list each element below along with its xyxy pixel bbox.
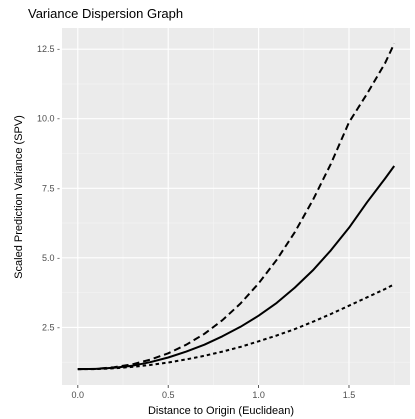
- y-tick-label: 10.0 -: [37, 114, 60, 124]
- y-axis-ticks: 2.5 - 5.0 - 7.5 - 10.0 - 12.5 -: [37, 44, 60, 332]
- series-layer: [77, 43, 396, 371]
- series-line-dashed: [77, 43, 396, 371]
- y-tick-label: 7.5 -: [42, 183, 60, 193]
- y-tick-label: 2.5 -: [42, 322, 60, 332]
- x-axis-label: Distance to Origin (Euclidean): [148, 405, 294, 417]
- x-tick-label: 1.5: [343, 390, 356, 400]
- x-axis-ticks: 0.0 0.5 1.0 1.5: [72, 385, 356, 400]
- series-line-solid: [77, 165, 396, 371]
- major-grid: [62, 28, 410, 385]
- chart-title: Variance Dispersion Graph: [28, 6, 183, 21]
- series-line-dotted: [77, 283, 395, 371]
- y-axis-label: Scaled Prediction Variance (SPV): [13, 115, 25, 279]
- x-tick-label: 0.5: [162, 390, 175, 400]
- y-tick-label: 12.5 -: [37, 44, 60, 54]
- minor-grid: [62, 28, 410, 385]
- x-tick-label: 1.0: [252, 390, 265, 400]
- x-tick-label: 0.0: [72, 390, 85, 400]
- y-tick-label: 5.0 -: [42, 253, 60, 263]
- plot-panel: [62, 28, 410, 385]
